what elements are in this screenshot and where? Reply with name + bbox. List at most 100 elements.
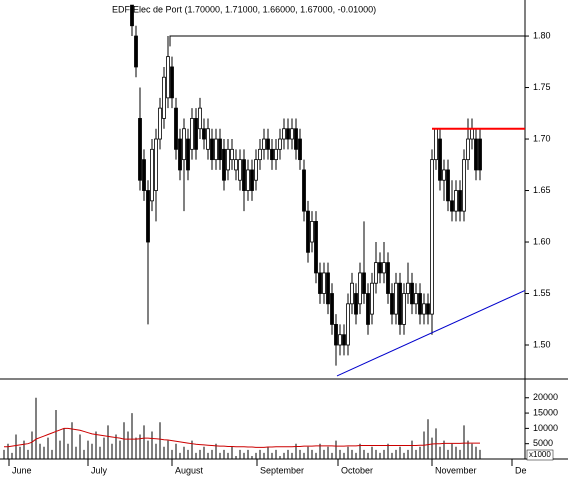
- candle-body: [434, 128, 438, 161]
- candle-body: [382, 262, 386, 274]
- candle-body: [294, 128, 298, 150]
- candle-body: [206, 128, 210, 150]
- x-tick-label: November: [435, 465, 477, 475]
- y-tick-label: 10000: [533, 423, 558, 433]
- candle-body: [474, 138, 478, 171]
- candle-body: [238, 159, 242, 181]
- candle-body: [266, 138, 270, 150]
- candle-body: [354, 293, 358, 315]
- candle-body: [390, 293, 394, 315]
- candle-body: [158, 107, 162, 140]
- candle-body: [462, 159, 466, 212]
- candle-body: [398, 282, 402, 325]
- candle-body: [154, 138, 158, 191]
- candle-body: [210, 138, 214, 161]
- candle-body: [358, 272, 362, 305]
- candle-body: [402, 293, 406, 325]
- x-tick-label: July: [91, 465, 108, 475]
- candle-body: [334, 324, 338, 346]
- candle-body: [234, 159, 238, 171]
- chart-title: EDF-Elec de Port (1.70000, 1.71000, 1.66…: [112, 4, 376, 14]
- candle-body: [422, 303, 426, 315]
- candle-body: [366, 293, 370, 325]
- candle-body: [178, 138, 182, 171]
- candle-body: [170, 66, 174, 99]
- candle-body: [326, 272, 330, 305]
- candle-body: [310, 221, 314, 243]
- candle-body: [218, 138, 222, 161]
- x-tick-label: October: [341, 465, 373, 475]
- candle-body: [270, 148, 274, 161]
- candle-body: [250, 169, 254, 191]
- candle-body: [150, 148, 154, 202]
- y-tick-label: 5000: [533, 438, 553, 448]
- unit-label: x1000: [529, 450, 551, 459]
- candle-body: [454, 190, 458, 212]
- candle-body: [186, 138, 190, 171]
- trend-line: [169, 35, 525, 47]
- candle-body: [214, 138, 218, 161]
- candle-body: [134, 35, 138, 68]
- candle-body: [174, 107, 178, 150]
- candle-body: [162, 76, 166, 119]
- volume-average: [4, 427, 480, 448]
- candle-body: [338, 334, 342, 346]
- y-tick-label: 1.70: [533, 133, 551, 143]
- candle-body: [318, 272, 322, 294]
- candle-body: [286, 128, 290, 140]
- candle-body: [346, 303, 350, 346]
- candle-body: [278, 138, 282, 150]
- candle-body: [378, 262, 382, 274]
- y-tick-label: 1.80: [533, 30, 551, 40]
- candle-body: [142, 159, 146, 191]
- candle-body: [458, 190, 462, 212]
- candle-body: [442, 169, 446, 181]
- candle-body: [246, 169, 250, 191]
- candle-body: [222, 148, 226, 181]
- candle-body: [426, 303, 430, 315]
- x-tick-label: De: [515, 465, 527, 475]
- candle-body: [406, 282, 410, 294]
- y-tick-label: 1.65: [533, 185, 551, 195]
- candle-body: [374, 262, 378, 284]
- candle-body: [478, 138, 482, 171]
- candle-body: [446, 169, 450, 202]
- candle-body: [230, 148, 234, 161]
- candle-body: [290, 128, 294, 140]
- candle-body: [258, 148, 262, 161]
- x-tick-label: August: [175, 465, 204, 475]
- x-tick-label: September: [260, 465, 304, 475]
- y-tick-label: 1.50: [533, 339, 551, 349]
- candle-body: [166, 56, 170, 99]
- candle-body: [242, 159, 246, 191]
- y-tick-label: 1.55: [533, 288, 551, 298]
- candle-body: [298, 138, 302, 161]
- candle-body: [314, 221, 318, 274]
- candle-body: [414, 293, 418, 305]
- candle-body: [330, 293, 334, 325]
- candle-body: [410, 282, 414, 305]
- candle-body: [322, 272, 326, 294]
- candle-body: [226, 148, 230, 171]
- candle-body: [430, 159, 434, 315]
- candle-body: [386, 262, 390, 294]
- y-tick-label: 20000: [533, 392, 558, 402]
- candle-body: [198, 107, 202, 130]
- candle-body: [470, 128, 474, 140]
- candle-body: [302, 169, 306, 212]
- candle-body: [254, 159, 258, 181]
- candle-body: [194, 118, 198, 150]
- candle-body: [274, 148, 278, 161]
- unit-box: [526, 449, 554, 461]
- candle-body: [342, 334, 346, 346]
- candle-body: [350, 282, 354, 305]
- candle-body: [394, 282, 398, 315]
- candle-body: [262, 138, 266, 150]
- trend-line: [336, 289, 526, 377]
- candle-body: [466, 138, 470, 161]
- y-tick-label: 1.60: [533, 236, 551, 246]
- y-tick-label: 15000: [533, 407, 558, 417]
- candle-body: [370, 282, 374, 315]
- candle-body: [282, 128, 286, 140]
